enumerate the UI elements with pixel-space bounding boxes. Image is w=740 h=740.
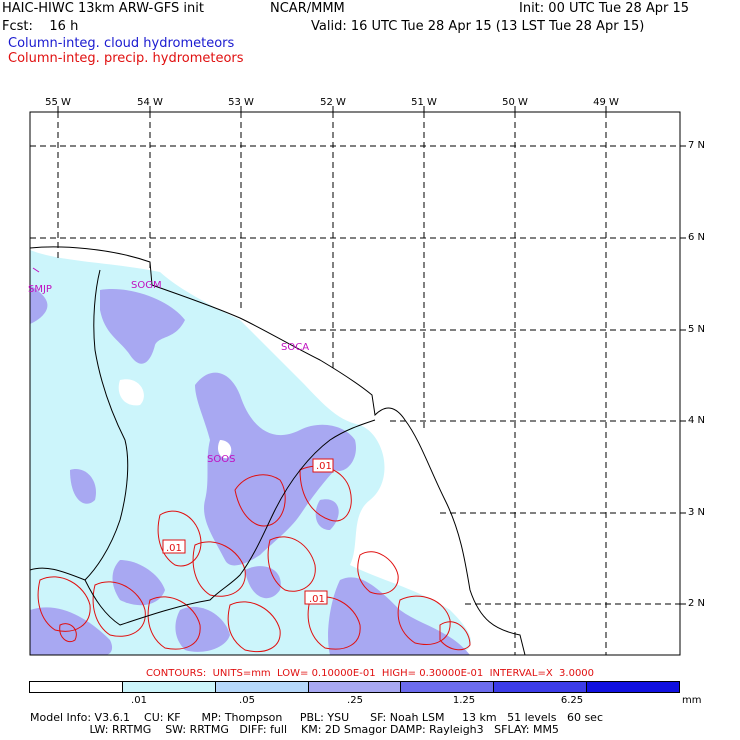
colorbar (29, 681, 680, 693)
lat-label-2n: 2 N (688, 598, 706, 609)
contour-label-2: .01 (166, 543, 182, 554)
colorbar-tick: .25 (347, 695, 363, 706)
cloud-fill-medium-6 (112, 560, 165, 606)
colorbar-segment (30, 682, 123, 692)
station-sogm: SOGM (131, 280, 162, 291)
lat-label-5n: 5 N (688, 324, 706, 335)
lon-label-53w: 53 W (228, 97, 254, 108)
cloud-fill-medium-10 (175, 606, 230, 652)
cloud-fill-medium (100, 289, 185, 364)
colorbar-tick: 1.25 (452, 695, 476, 706)
lat-label-6n: 6 N (688, 232, 706, 243)
lon-label-51w: 51 W (411, 97, 437, 108)
colorbar-tick: 6.25 (560, 695, 584, 706)
contour-label-3: .01 (309, 594, 325, 605)
colorbar-segment (215, 682, 309, 692)
model-info-line-2: LW: RRTMG SW: RRTMG DIFF: full KM: 2D Sm… (30, 723, 559, 736)
contour-info: CONTOURS: UNITS=mm LOW= 0.10000E-01 HIGH… (145, 668, 595, 679)
forecast-hour: Fcst: 16 h (2, 19, 79, 34)
init-time: Init: 00 UTC Tue 28 Apr 15 (519, 1, 690, 16)
model-title: HAIC-HIWC 13km ARW-GFS init (2, 1, 204, 16)
contour-label-1: .01 (316, 461, 332, 472)
lat-label-3n: 3 N (688, 507, 706, 518)
colorbar-segment (401, 682, 495, 692)
precip-field-label: Column-integ. precip. hydrometeors (8, 51, 244, 66)
station-soos: SOOS (207, 454, 235, 465)
frame-ticks (57, 106, 686, 605)
colorbar-tick: .01 (131, 695, 147, 706)
colorbar-tick: .05 (239, 695, 255, 706)
colorbar-segment (587, 682, 680, 692)
boundaries (30, 246, 526, 655)
lon-label-55w: 55 W (45, 97, 71, 108)
lat-label-7n: 7 N (688, 140, 706, 151)
model-info-line-1: Model Info: V3.6.1 CU: KF MP: Thompson P… (30, 711, 603, 724)
lat-label-4n: 4 N (688, 415, 706, 426)
contour-value-labels: .01 .01 .01 (162, 458, 334, 605)
colorbar-segment (308, 682, 402, 692)
cloud-fill-medium-3 (195, 372, 356, 566)
station-smjp: SMJP (28, 284, 52, 295)
cloud-fill-medium-8 (328, 577, 470, 655)
lon-label-49w: 49 W (593, 97, 619, 108)
station-soca: SOCA (281, 342, 309, 353)
cloud-fill-medium-5 (315, 499, 339, 530)
map-frame (29, 111, 681, 656)
cloud-fill-medium-4 (70, 469, 96, 504)
cloud-fill-medium-2 (30, 285, 48, 324)
latlon-grid (30, 112, 680, 655)
cloud-field-label: Column-integ. cloud hydrometeors (8, 36, 235, 51)
lon-label-52w: 52 W (320, 97, 346, 108)
lon-label-54w: 54 W (137, 97, 163, 108)
colorbar-units: mm (682, 695, 702, 706)
colorbar-segment (122, 682, 216, 692)
colorbar-segment (494, 682, 588, 692)
cloud-fill-light-2 (30, 400, 96, 570)
valid-time: Valid: 16 UTC Tue 28 Apr 15 (13 LST Tue … (311, 19, 645, 34)
lon-label-50w: 50 W (502, 97, 528, 108)
org-label: NCAR/MMM (270, 1, 345, 16)
